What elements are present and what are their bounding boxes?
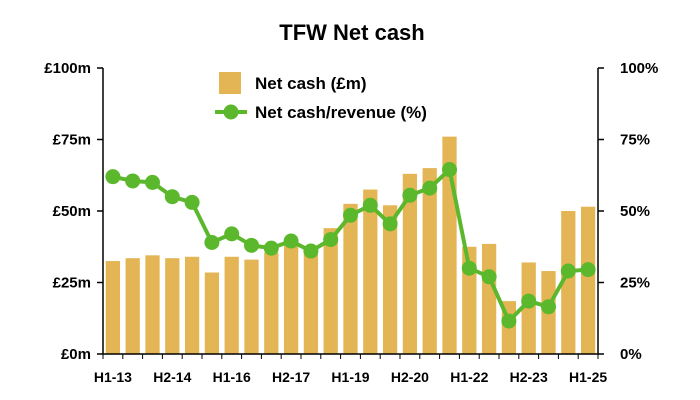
- left-tick-label: £75m: [53, 132, 91, 149]
- right-tick-label: 25%: [620, 275, 650, 292]
- x-tick-label: H1-25: [569, 369, 607, 385]
- bar-H2-18: [323, 228, 338, 354]
- point-H1-13: [105, 169, 121, 185]
- point-H1-15: [184, 194, 200, 210]
- point-H1-21: [422, 180, 438, 196]
- legend-bar-label: Net cash (£m): [255, 74, 366, 93]
- point-H1-23: [501, 313, 517, 329]
- bar-H2-22: [481, 243, 497, 354]
- point-H2-21: [442, 162, 457, 178]
- axes: £0m £25m £50m £75m £100m 0% 25% 50% 75% 100% H1-13…: [44, 60, 658, 385]
- point-H2-24: [560, 263, 576, 279]
- right-tick-label: 50%: [620, 203, 650, 220]
- bar-H1-25: [580, 206, 596, 354]
- x-tick-label: H1-13: [94, 369, 132, 385]
- bar-H2-19: [363, 189, 378, 354]
- point-H2-19: [362, 197, 378, 213]
- bar-H1-17: [264, 252, 279, 354]
- right-tick-label: 75%: [620, 132, 650, 149]
- point-H1-25: [580, 262, 596, 278]
- bar-H1-19: [343, 203, 358, 354]
- bar-series: [105, 136, 596, 354]
- left-tick-label: £100m: [44, 60, 91, 77]
- bar-H1-20: [382, 205, 398, 354]
- point-H1-18: [303, 243, 319, 259]
- point-H1-14: [145, 174, 160, 190]
- point-H1-17: [263, 240, 279, 256]
- point-H2-22: [481, 269, 497, 285]
- point-H2-17: [283, 233, 299, 249]
- left-tick-label: £0m: [61, 346, 91, 363]
- x-tick-label: H1-19: [331, 369, 369, 385]
- bar-H2-14: [165, 258, 180, 354]
- bar-H2-13: [125, 258, 140, 354]
- x-tick-label: H2-20: [391, 369, 429, 385]
- left-tick-label: £50m: [53, 203, 91, 220]
- point-H1-19: [343, 207, 358, 223]
- right-tick-label: 0%: [620, 346, 642, 363]
- point-H1-20: [382, 216, 398, 232]
- point-H2-15: [204, 234, 220, 250]
- right-tick-label: 100%: [620, 60, 658, 77]
- line-series: [105, 162, 596, 329]
- x-tick-label: H1-22: [450, 369, 488, 385]
- point-H2-20: [402, 187, 418, 203]
- point-H2-16: [244, 237, 259, 253]
- point-H1-22: [461, 260, 477, 276]
- point-H2-14: [164, 189, 180, 205]
- chart-title: TFW Net cash: [279, 20, 424, 45]
- legend-line-marker: [223, 104, 239, 120]
- bar-H2-15: [204, 272, 220, 354]
- bar-H2-17: [283, 245, 299, 354]
- bar-H1-21: [422, 168, 437, 354]
- point-H2-23: [521, 293, 537, 309]
- x-tick-label: H1-16: [213, 369, 251, 385]
- legend-bar-swatch: [219, 72, 241, 94]
- x-tick-label: H2-23: [510, 369, 548, 385]
- point-H2-13: [125, 173, 141, 189]
- bar-H1-13: [105, 261, 121, 354]
- point-H1-24: [541, 299, 556, 315]
- x-tick-label: H2-17: [272, 369, 310, 385]
- point-H2-18: [323, 232, 339, 248]
- bar-H2-20: [402, 173, 418, 354]
- bar-H2-16: [244, 259, 259, 354]
- bar-H1-14: [145, 255, 160, 354]
- legend: Net cash (£m) Net cash/revenue (%): [215, 72, 427, 122]
- bar-H1-18: [303, 248, 319, 354]
- x-tick-label: H2-14: [153, 369, 191, 385]
- point-H1-16: [224, 226, 240, 242]
- bar-H1-16: [224, 256, 239, 354]
- bar-H1-15: [184, 256, 200, 354]
- legend-line-label: Net cash/revenue (%): [255, 103, 427, 122]
- bar-H2-24: [561, 211, 576, 354]
- left-tick-label: £25m: [53, 275, 91, 292]
